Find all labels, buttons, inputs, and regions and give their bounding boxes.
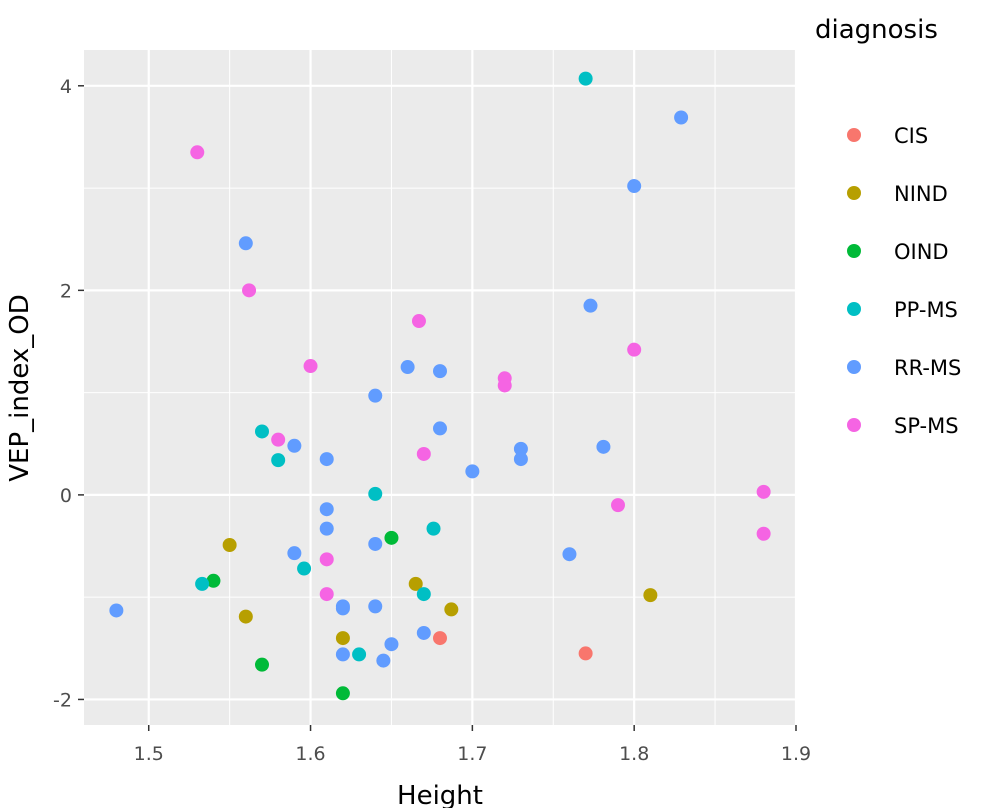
legend-title: diagnosis — [815, 15, 938, 45]
legend-key-rr-ms — [847, 360, 861, 374]
y-axis-title: VEP_index_OD — [5, 294, 35, 482]
point-sp-ms — [756, 484, 771, 499]
point-pp-ms — [195, 576, 210, 591]
point-sp-ms — [190, 145, 205, 160]
point-rr-ms — [109, 603, 124, 618]
legend-label-nind: NIND — [894, 182, 948, 206]
x-tick-label: 1.8 — [619, 743, 649, 765]
point-pp-ms — [297, 561, 312, 576]
legend-key-sp-ms — [847, 418, 861, 432]
major-gridlines — [84, 50, 798, 725]
point-rr-ms — [596, 439, 611, 454]
y-tick-label: 4 — [60, 76, 72, 98]
point-sp-ms — [611, 498, 625, 513]
point-pp-ms — [426, 521, 441, 536]
legend-key-pp-ms — [847, 302, 861, 316]
point-sp-ms — [627, 342, 642, 357]
point-nind — [444, 602, 459, 617]
point-nind — [238, 609, 253, 624]
x-tick-label: 1.9 — [781, 743, 811, 765]
point-pp-ms — [352, 647, 367, 662]
point-rr-ms — [465, 464, 480, 479]
y-tick-label: -2 — [53, 689, 72, 711]
point-rr-ms — [368, 388, 383, 403]
point-sp-ms — [242, 283, 257, 298]
point-sp-ms — [271, 432, 286, 447]
point-pp-ms — [368, 486, 383, 501]
point-rr-ms — [400, 360, 415, 375]
point-oind — [255, 657, 269, 672]
y-tick-label: 2 — [60, 280, 72, 302]
point-cis — [433, 631, 447, 646]
point-sp-ms — [497, 378, 512, 393]
x-axis-title: Height — [397, 781, 483, 808]
point-rr-ms — [368, 536, 383, 551]
point-rr-ms — [416, 625, 431, 640]
point-sp-ms — [303, 359, 318, 374]
x-tick-label: 1.6 — [295, 743, 325, 765]
point-nind — [408, 576, 423, 591]
point-rr-ms — [319, 452, 334, 467]
point-oind — [206, 573, 221, 588]
legend-label-oind: OIND — [894, 240, 949, 264]
point-pp-ms — [578, 71, 593, 86]
point-oind — [335, 686, 350, 701]
panel-background — [84, 50, 796, 725]
legend: diagnosis CIS NIND OIND PP-MS RR-MS SP-MS — [815, 15, 961, 438]
point-rr-ms — [513, 452, 528, 467]
point-sp-ms — [411, 314, 426, 329]
x-axis: 1.5 1.6 1.7 1.8 1.9 — [134, 725, 811, 765]
point-rr-ms — [674, 110, 689, 125]
point-nind — [643, 588, 658, 603]
point-rr-ms — [384, 637, 399, 652]
point-sp-ms — [756, 526, 771, 541]
point-nind — [222, 538, 237, 552]
y-axis: -2 0 2 4 — [53, 76, 84, 711]
point-rr-ms — [376, 653, 391, 668]
legend-label-pp-ms: PP-MS — [894, 298, 958, 322]
point-nind — [335, 631, 350, 646]
point-rr-ms — [335, 601, 350, 616]
point-rr-ms — [513, 441, 528, 456]
legend-key-oind — [847, 244, 861, 258]
point-cis — [578, 646, 593, 661]
point-pp-ms — [271, 453, 286, 468]
point-rr-ms — [368, 599, 383, 614]
legend-label-sp-ms: SP-MS — [894, 414, 959, 438]
legend-key-nind — [847, 186, 861, 200]
point-rr-ms — [287, 546, 302, 561]
point-sp-ms — [319, 587, 334, 602]
x-tick-label: 1.5 — [134, 743, 164, 765]
y-tick-label: 0 — [60, 485, 72, 507]
legend-key-cis — [847, 128, 861, 142]
point-pp-ms — [255, 424, 269, 439]
legend-label-cis: CIS — [894, 124, 928, 148]
point-rr-ms — [238, 236, 253, 251]
point-rr-ms — [433, 421, 447, 436]
legend-label-rr-ms: RR-MS — [894, 356, 961, 380]
point-rr-ms — [627, 179, 642, 194]
point-sp-ms — [319, 552, 334, 567]
point-rr-ms — [562, 547, 577, 562]
point-sp-ms — [416, 446, 431, 461]
point-oind — [384, 530, 399, 545]
point-rr-ms — [319, 502, 334, 517]
point-rr-ms — [583, 298, 598, 313]
point-rr-ms — [319, 521, 334, 536]
point-rr-ms — [433, 364, 447, 379]
point-rr-ms — [287, 438, 302, 453]
minor-gridlines — [84, 50, 796, 725]
point-pp-ms — [416, 587, 431, 602]
x-tick-label: 1.7 — [457, 743, 487, 765]
data-points — [109, 71, 771, 701]
point-rr-ms — [335, 647, 350, 662]
